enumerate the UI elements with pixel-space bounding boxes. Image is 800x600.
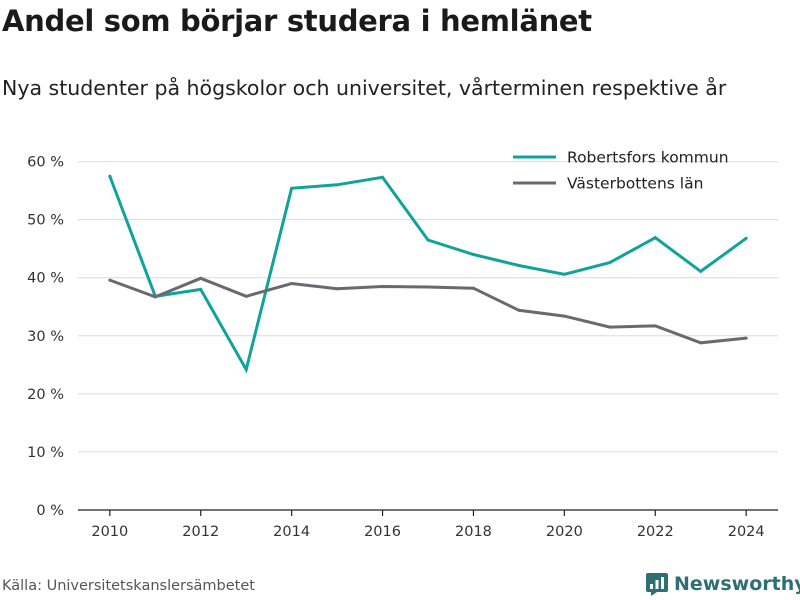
data-point xyxy=(199,287,203,291)
x-tick-label: 2022 xyxy=(637,524,674,540)
chart-subtitle: Nya studenter på högskolor och universit… xyxy=(2,76,727,100)
legend-label: Västerbottens län xyxy=(567,175,703,193)
data-point xyxy=(108,174,112,178)
x-tick-label: 2016 xyxy=(364,524,401,540)
data-point xyxy=(199,276,203,280)
series-lines xyxy=(108,174,748,374)
data-point xyxy=(608,325,612,329)
x-tick-label: 2010 xyxy=(91,524,128,540)
data-point xyxy=(290,186,294,190)
data-point xyxy=(744,336,748,340)
legend-label: Robertsfors kommun xyxy=(567,149,729,167)
data-point xyxy=(244,367,248,371)
data-point xyxy=(426,285,430,289)
brand-logo: Newsworthy xyxy=(645,569,800,599)
data-point xyxy=(699,341,703,345)
y-tick-label: 40 % xyxy=(27,271,64,287)
data-point xyxy=(562,314,566,318)
y-tick-label: 10 % xyxy=(27,445,64,461)
y-tick-label: 50 % xyxy=(27,213,64,229)
x-tick-label: 2012 xyxy=(182,524,219,540)
source-note: Källa: Universitetskanslersämbetet xyxy=(2,578,255,594)
data-point xyxy=(244,294,248,298)
y-axis-ticks: 0 % 10 % 20 % 30 % 40 % 50 % 60 % xyxy=(27,155,64,519)
chart-title: Andel som börjar studera i hemlänet xyxy=(2,4,592,38)
data-point xyxy=(471,253,475,257)
data-point xyxy=(653,236,657,240)
data-point xyxy=(562,272,566,276)
data-point xyxy=(744,236,748,240)
data-point xyxy=(290,282,294,286)
data-point xyxy=(517,264,521,268)
y-tick-label: 20 % xyxy=(27,387,64,403)
data-point xyxy=(608,261,612,265)
brand-name: Newsworthy xyxy=(674,573,800,595)
x-tick-label: 2020 xyxy=(546,524,583,540)
data-point xyxy=(153,295,157,299)
data-point xyxy=(381,175,385,179)
series-line-1 xyxy=(108,175,748,374)
data-point xyxy=(381,284,385,288)
newsworthy-logo-icon xyxy=(646,573,668,596)
y-tick-label: 0 % xyxy=(36,503,64,519)
data-point xyxy=(426,238,430,242)
y-tick-label: 30 % xyxy=(27,329,64,345)
y-tick-label: 60 % xyxy=(27,155,64,171)
data-point xyxy=(653,324,657,328)
data-point xyxy=(335,287,339,291)
x-tick-label: 2014 xyxy=(273,524,310,540)
x-axis-ticks: 2010 2012 2014 2016 2018 2020 2022 2024 xyxy=(91,510,765,540)
data-point xyxy=(335,183,339,187)
data-point xyxy=(699,269,703,273)
legend: Robertsfors kommun Västerbottens län xyxy=(513,149,729,193)
gridlines xyxy=(78,161,778,511)
data-point xyxy=(108,278,112,282)
x-tick-label: 2024 xyxy=(728,524,765,540)
data-point xyxy=(471,286,475,290)
x-tick-label: 2018 xyxy=(455,524,492,540)
data-point xyxy=(517,308,521,312)
